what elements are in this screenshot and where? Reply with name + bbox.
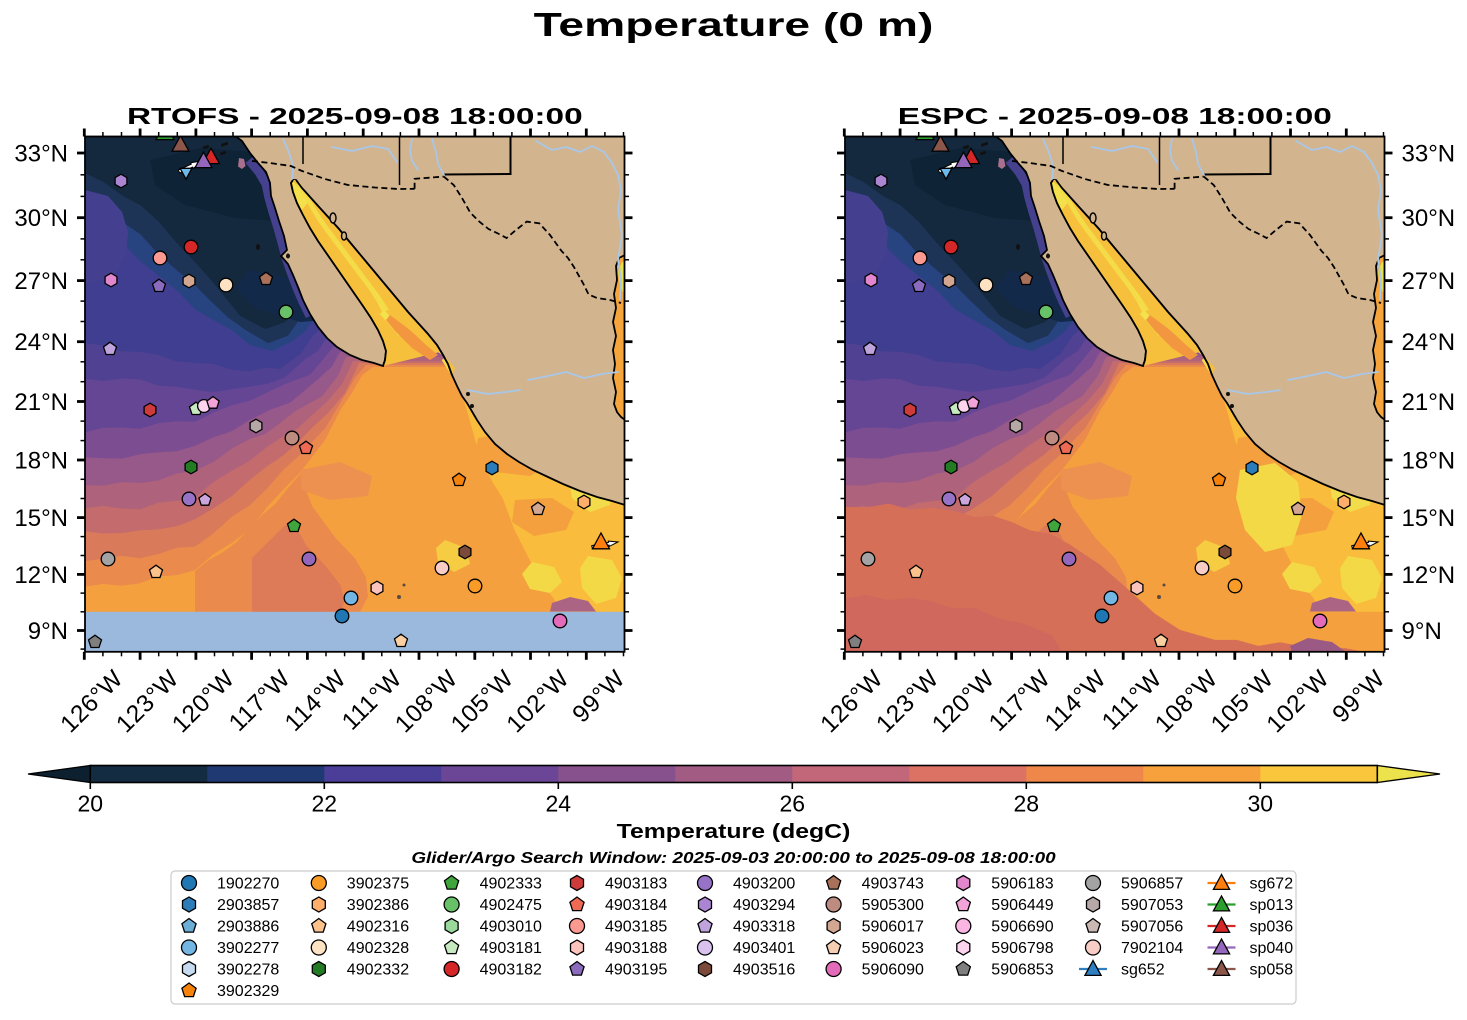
svg-text:4903185: 4903185	[605, 919, 667, 936]
svg-text:4903200: 4903200	[733, 876, 795, 893]
svg-text:sp013: sp013	[1250, 897, 1294, 914]
svg-text:3902277: 3902277	[217, 940, 279, 957]
svg-text:24°N: 24°N	[1402, 329, 1456, 356]
svg-text:18°N: 18°N	[1402, 448, 1456, 475]
svg-text:sp036: sp036	[1250, 919, 1294, 936]
svg-text:9°N: 9°N	[28, 618, 68, 645]
svg-text:Temperature (degC): Temperature (degC)	[617, 820, 851, 842]
svg-text:5905300: 5905300	[862, 897, 924, 914]
svg-text:3902278: 3902278	[217, 962, 279, 979]
svg-text:5906690: 5906690	[991, 919, 1053, 936]
svg-text:9°N: 9°N	[1402, 618, 1442, 645]
svg-text:Temperature (0 m): Temperature (0 m)	[534, 5, 934, 43]
svg-text:4903294: 4903294	[733, 897, 795, 914]
svg-text:5906023: 5906023	[862, 940, 924, 957]
svg-text:5906090: 5906090	[862, 962, 924, 979]
svg-text:sp058: sp058	[1250, 962, 1294, 979]
svg-text:33°N: 33°N	[1402, 141, 1456, 168]
svg-text:30: 30	[1248, 791, 1274, 817]
svg-text:22: 22	[312, 791, 338, 817]
svg-text:20: 20	[78, 791, 104, 817]
svg-text:24°N: 24°N	[14, 329, 68, 356]
svg-text:12°N: 12°N	[14, 562, 68, 589]
svg-text:4903318: 4903318	[733, 919, 795, 936]
svg-text:4902332: 4902332	[347, 962, 409, 979]
svg-text:4902475: 4902475	[480, 897, 542, 914]
svg-text:18°N: 18°N	[14, 448, 68, 475]
svg-text:5906449: 5906449	[991, 897, 1053, 914]
svg-text:2903857: 2903857	[217, 897, 279, 914]
svg-text:5907053: 5907053	[1121, 897, 1183, 914]
svg-text:4903182: 4903182	[480, 962, 542, 979]
svg-text:15°N: 15°N	[14, 505, 68, 532]
svg-text:4903743: 4903743	[862, 876, 924, 893]
svg-text:Glider/Argo Search Window: 202: Glider/Argo Search Window: 2025-09-03 20…	[411, 849, 1056, 867]
svg-text:21°N: 21°N	[14, 389, 68, 416]
svg-text:27°N: 27°N	[14, 268, 68, 295]
svg-text:21°N: 21°N	[1402, 389, 1456, 416]
svg-text:5906853: 5906853	[991, 962, 1053, 979]
svg-text:4902328: 4902328	[347, 940, 409, 957]
svg-text:4903188: 4903188	[605, 940, 667, 957]
svg-text:5906183: 5906183	[991, 876, 1053, 893]
svg-text:4903195: 4903195	[605, 962, 667, 979]
svg-text:4903181: 4903181	[480, 940, 542, 957]
svg-text:26: 26	[780, 791, 806, 817]
svg-text:24: 24	[546, 791, 572, 817]
svg-text:2903886: 2903886	[217, 919, 279, 936]
svg-text:3902375: 3902375	[347, 876, 409, 893]
svg-text:5906798: 5906798	[991, 940, 1053, 957]
svg-text:1902270: 1902270	[217, 876, 279, 893]
svg-text:28: 28	[1014, 791, 1040, 817]
svg-text:27°N: 27°N	[1402, 268, 1456, 295]
svg-text:sg652: sg652	[1121, 962, 1165, 979]
svg-text:3902386: 3902386	[347, 897, 409, 914]
svg-text:5906017: 5906017	[862, 919, 924, 936]
svg-text:30°N: 30°N	[14, 205, 68, 232]
svg-text:4902333: 4902333	[480, 876, 542, 893]
svg-text:4903516: 4903516	[733, 962, 795, 979]
svg-text:sp040: sp040	[1250, 940, 1294, 957]
svg-text:12°N: 12°N	[1402, 562, 1456, 589]
svg-text:ESPC - 2025-09-08 18:00:00: ESPC - 2025-09-08 18:00:00	[898, 104, 1332, 130]
svg-text:5907056: 5907056	[1121, 919, 1183, 936]
svg-text:4902316: 4902316	[347, 919, 409, 936]
svg-text:4903401: 4903401	[733, 940, 795, 957]
svg-text:5906857: 5906857	[1121, 876, 1183, 893]
svg-text:7902104: 7902104	[1121, 940, 1183, 957]
svg-text:15°N: 15°N	[1402, 505, 1456, 532]
svg-text:4903010: 4903010	[480, 919, 542, 936]
svg-text:30°N: 30°N	[1402, 205, 1456, 232]
svg-text:4903184: 4903184	[605, 897, 667, 914]
svg-text:3902329: 3902329	[217, 983, 279, 1000]
svg-text:4903183: 4903183	[605, 876, 667, 893]
svg-text:sg672: sg672	[1250, 876, 1294, 893]
svg-text:RTOFS - 2025-09-08 18:00:00: RTOFS - 2025-09-08 18:00:00	[127, 104, 583, 130]
svg-text:33°N: 33°N	[14, 141, 68, 168]
